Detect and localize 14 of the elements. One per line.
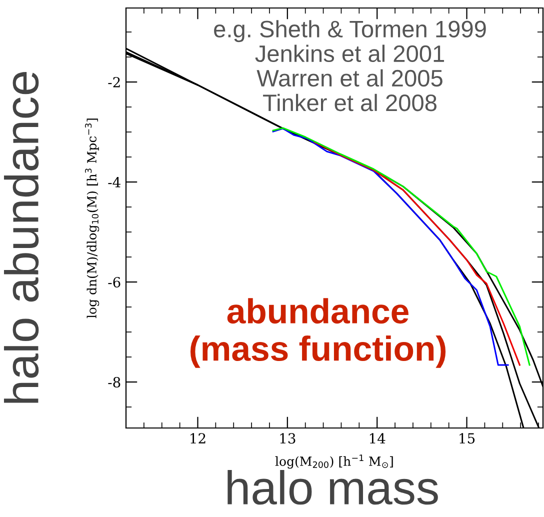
y-tick-label: -6 bbox=[108, 276, 120, 288]
x-axis-title: log(M$_{200}$) [h$^{−1}$ M$_{⊙}$] bbox=[275, 454, 393, 469]
text: halo mass bbox=[228, 470, 438, 505]
annotation: abundance (mass function) bbox=[190, 298, 446, 368]
y-tick-label: -4 bbox=[108, 176, 120, 188]
x-tick-label: 12 bbox=[190, 433, 206, 444]
y-tick-label: -8 bbox=[108, 376, 120, 388]
text: halo abundance bbox=[4, 72, 39, 403]
x-tick-label: 13 bbox=[280, 433, 296, 444]
y-axis-title: log dn(M)/dlog$_{10}$(M) [h$^{3}$ Mpc$^{−3}$] bbox=[85, 118, 100, 318]
annotation: e.g. Sheth & Tormen 1999 Jenkins et al 2001 Warren et al 2005 Tinker et al 2008 bbox=[214, 20, 486, 112]
x-tick-label: 14 bbox=[370, 433, 386, 444]
y-tick-label: -2 bbox=[108, 76, 120, 88]
x-tick-label: 15 bbox=[460, 433, 475, 444]
